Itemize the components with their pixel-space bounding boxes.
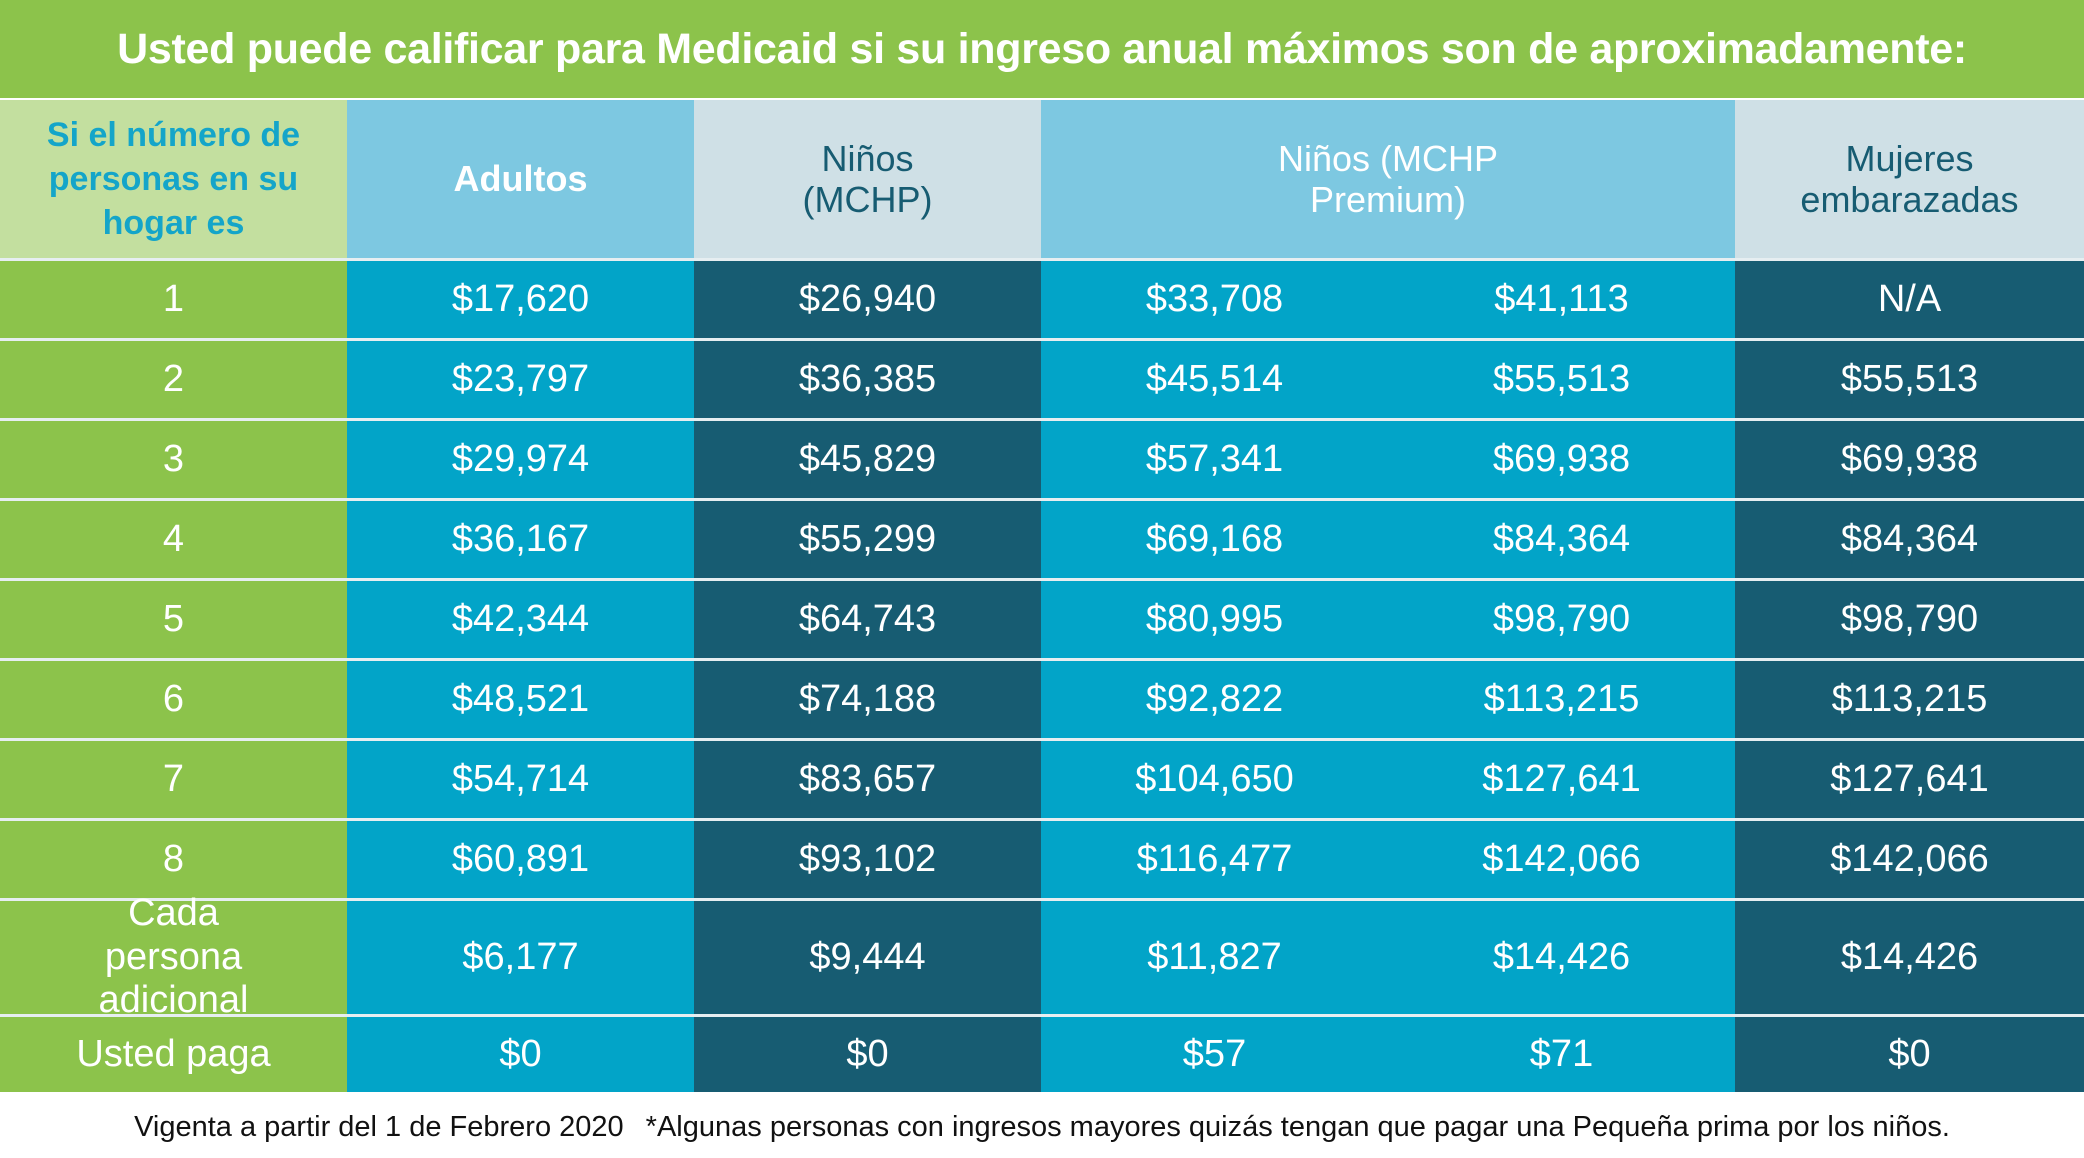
table-row: 7 $54,714 $83,657 $104,650 $127,641 $127,641	[0, 741, 2084, 818]
header-adults: Adultos	[347, 100, 694, 258]
pregnant-value: N/A	[1735, 261, 2084, 338]
row-label: 2	[0, 341, 347, 418]
table-row: 6 $48,521 $74,188 $92,822 $113,215 $113,215	[0, 661, 2084, 738]
footnote: *Algunas personas con ingresos mayores q…	[645, 1110, 1950, 1143]
mchp-premium-high-value: $98,790	[1388, 581, 1735, 658]
row-label: 3	[0, 421, 347, 498]
table-row: 8 $60,891 $93,102 $116,477 $142,066 $142,066	[0, 821, 2084, 898]
row-label: 4	[0, 501, 347, 578]
pregnant-value: $113,215	[1735, 661, 2084, 738]
header-household: Si el número de personas en su hogar es	[0, 100, 347, 258]
pregnant-value: $142,066	[1735, 821, 2084, 898]
table-row: 3 $29,974 $45,829 $57,341 $69,938 $69,938	[0, 421, 2084, 498]
pregnant-value: $14,426	[1735, 901, 2084, 1014]
row-divider	[0, 738, 2084, 741]
header-children-mchp: Niños (MCHP)	[694, 100, 1041, 258]
row-divider	[0, 258, 2084, 261]
adults-value: $36,167	[347, 501, 694, 578]
adults-value: $48,521	[347, 661, 694, 738]
pregnant-value: $84,364	[1735, 501, 2084, 578]
mchp-premium-high-value: $14,426	[1388, 901, 1735, 1014]
mchp-premium-low-value: $57	[1041, 1017, 1388, 1092]
adults-value: $23,797	[347, 341, 694, 418]
footer: Vigenta a partir del 1 de Febrero 2020 *…	[0, 1096, 2084, 1158]
header-row: Si el número de personas en su hogar es …	[0, 100, 2084, 258]
row-divider	[0, 418, 2084, 421]
mchp-premium-high-value: $113,215	[1388, 661, 1735, 738]
row-divider	[0, 1014, 2084, 1017]
mchp-premium-high-value: $71	[1388, 1017, 1735, 1092]
mchp-value: $83,657	[694, 741, 1041, 818]
row-divider	[0, 338, 2084, 341]
pregnant-value: $69,938	[1735, 421, 2084, 498]
mchp-value: $26,940	[694, 261, 1041, 338]
table-title: Usted puede calificar para Medicaid si s…	[0, 0, 2084, 98]
adults-value: $42,344	[347, 581, 694, 658]
mchp-value: $93,102	[694, 821, 1041, 898]
row-label: Cada persona adicional	[0, 892, 347, 1021]
adults-value: $60,891	[347, 821, 694, 898]
pregnant-value: $98,790	[1735, 581, 2084, 658]
row-label: Usted paga	[0, 1017, 347, 1092]
mchp-value: $45,829	[694, 421, 1041, 498]
row-divider	[0, 658, 2084, 661]
mchp-value: $0	[694, 1017, 1041, 1092]
mchp-premium-low-value: $69,168	[1041, 501, 1388, 578]
header-children-mchp-premium: Niños (MCHP Premium)	[1041, 100, 1735, 258]
pregnant-value: $0	[1735, 1017, 2084, 1092]
mchp-premium-high-value: $127,641	[1388, 741, 1735, 818]
mchp-premium-low-value: $45,514	[1041, 341, 1388, 418]
table-row: 1 $17,620 $26,940 $33,708 $41,113 N/A	[0, 261, 2084, 338]
mchp-premium-high-value: $69,938	[1388, 421, 1735, 498]
table-row: 5 $42,344 $64,743 $80,995 $98,790 $98,790	[0, 581, 2084, 658]
mchp-premium-low-value: $57,341	[1041, 421, 1388, 498]
row-label: 1	[0, 261, 347, 338]
mchp-premium-low-value: $33,708	[1041, 261, 1388, 338]
row-label: 8	[0, 821, 347, 898]
adults-value: $17,620	[347, 261, 694, 338]
row-label: 5	[0, 581, 347, 658]
adults-value: $54,714	[347, 741, 694, 818]
adults-value: $6,177	[347, 901, 694, 1014]
row-divider	[0, 898, 2084, 901]
mchp-premium-low-value: $116,477	[1041, 821, 1388, 898]
mchp-premium-high-value: $55,513	[1388, 341, 1735, 418]
mchp-premium-low-value: $92,822	[1041, 661, 1388, 738]
title-text: Usted puede calificar para Medicaid si s…	[117, 24, 1967, 73]
table-row: 4 $36,167 $55,299 $69,168 $84,364 $84,364	[0, 501, 2084, 578]
row-label: 6	[0, 661, 347, 738]
adults-value: $29,974	[347, 421, 694, 498]
mchp-premium-low-value: $11,827	[1041, 901, 1388, 1014]
mchp-value: $9,444	[694, 901, 1041, 1014]
mchp-value: $74,188	[694, 661, 1041, 738]
mchp-premium-high-value: $84,364	[1388, 501, 1735, 578]
row-label: 7	[0, 741, 347, 818]
mchp-value: $36,385	[694, 341, 1041, 418]
effective-date: Vigenta a partir del 1 de Febrero 2020	[134, 1110, 624, 1143]
row-divider	[0, 498, 2084, 501]
mchp-premium-low-value: $104,650	[1041, 741, 1388, 818]
mchp-value: $55,299	[694, 501, 1041, 578]
mchp-premium-high-value: $142,066	[1388, 821, 1735, 898]
mchp-premium-high-value: $41,113	[1388, 261, 1735, 338]
mchp-premium-low-value: $80,995	[1041, 581, 1388, 658]
pregnant-value: $127,641	[1735, 741, 2084, 818]
adults-value: $0	[347, 1017, 694, 1092]
row-divider	[0, 578, 2084, 581]
table-row: 2 $23,797 $36,385 $45,514 $55,513 $55,513	[0, 341, 2084, 418]
header-pregnant-women: Mujeres embarazadas	[1735, 100, 2084, 258]
pregnant-value: $55,513	[1735, 341, 2084, 418]
mchp-value: $64,743	[694, 581, 1041, 658]
table-row: Cada persona adicional $6,177 $9,444 $11,82…	[0, 892, 2084, 1021]
row-divider	[0, 818, 2084, 821]
table-row: Usted paga $0 $0 $57 $71 $0	[0, 1017, 2084, 1092]
